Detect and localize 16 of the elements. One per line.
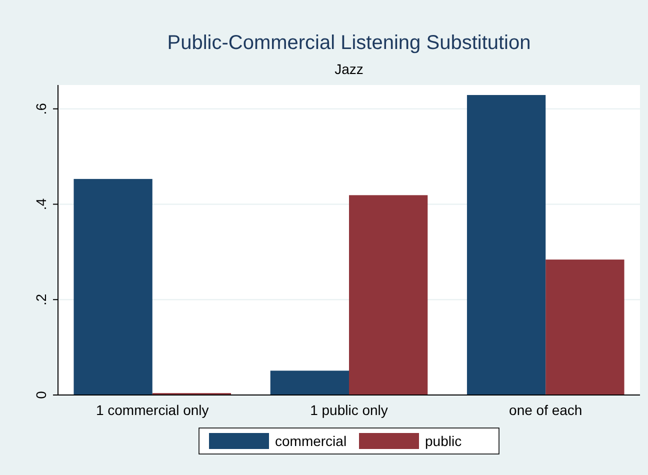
bar <box>466 95 546 395</box>
legend-label: commercial <box>275 433 347 449</box>
bar <box>546 260 624 395</box>
bar <box>74 178 152 395</box>
y-tick-label: 0 <box>33 390 49 399</box>
bar <box>270 370 349 395</box>
legend-label: public <box>425 433 462 449</box>
y-tick-label: .6 <box>33 102 49 115</box>
chart-title: Public-Commercial Listening Substitution <box>167 32 531 54</box>
bar <box>349 195 428 395</box>
x-tick-label: 1 public only <box>310 402 388 418</box>
y-tick-label: .2 <box>33 294 49 306</box>
chart-subtitle: Jazz <box>334 61 364 77</box>
x-tick-label: 1 commercial only <box>96 402 209 418</box>
y-tick-label: .4 <box>33 198 49 210</box>
x-tick-label: one of each <box>509 402 582 418</box>
